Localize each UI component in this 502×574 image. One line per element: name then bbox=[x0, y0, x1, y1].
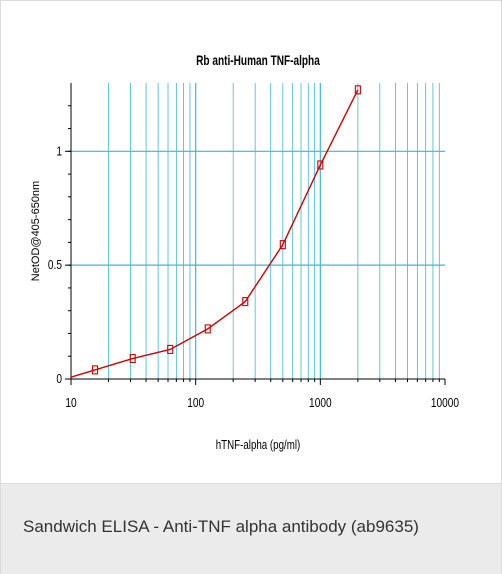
data-point bbox=[354, 85, 361, 95]
x-tick-label: 1000 bbox=[309, 396, 332, 410]
x-tick-label: 10 bbox=[65, 396, 77, 410]
y-tick-label: 0 bbox=[56, 372, 62, 386]
x-tick-label: 10000 bbox=[431, 396, 460, 410]
y-axis-label: NetOD@405-650nm bbox=[30, 181, 42, 281]
x-tick-label: 100 bbox=[187, 396, 204, 410]
data-point bbox=[279, 240, 286, 250]
chart-title: Rb anti-Human TNF-alpha bbox=[196, 52, 320, 68]
data-point bbox=[204, 324, 211, 334]
data-point bbox=[167, 344, 174, 354]
caption-area: Sandwich ELISA - Anti-TNF alpha antibody… bbox=[1, 483, 501, 574]
y-tick-label: 1 bbox=[56, 144, 62, 158]
data-point bbox=[242, 297, 249, 307]
data-point bbox=[92, 365, 99, 375]
data-point bbox=[317, 160, 324, 170]
elisa-chart: 10 100 1000 10000 0 0.5 1 Rb anti-Human TNF-alp… bbox=[30, 52, 460, 453]
figure-area: 10 100 1000 10000 0 0.5 1 Rb anti-Human TNF-alp… bbox=[1, 1, 501, 483]
y-tick-label: 0.5 bbox=[48, 258, 62, 272]
x-axis-label: hTNF-alpha (pg/ml) bbox=[216, 439, 301, 453]
data-point bbox=[129, 353, 136, 364]
fit-curve bbox=[70, 89, 359, 378]
figure-caption: Sandwich ELISA - Anti-TNF alpha antibody… bbox=[23, 517, 419, 536]
